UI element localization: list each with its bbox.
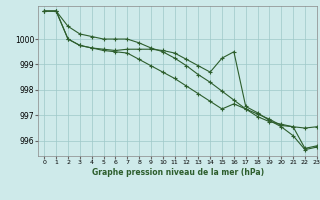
X-axis label: Graphe pression niveau de la mer (hPa): Graphe pression niveau de la mer (hPa) xyxy=(92,168,264,177)
